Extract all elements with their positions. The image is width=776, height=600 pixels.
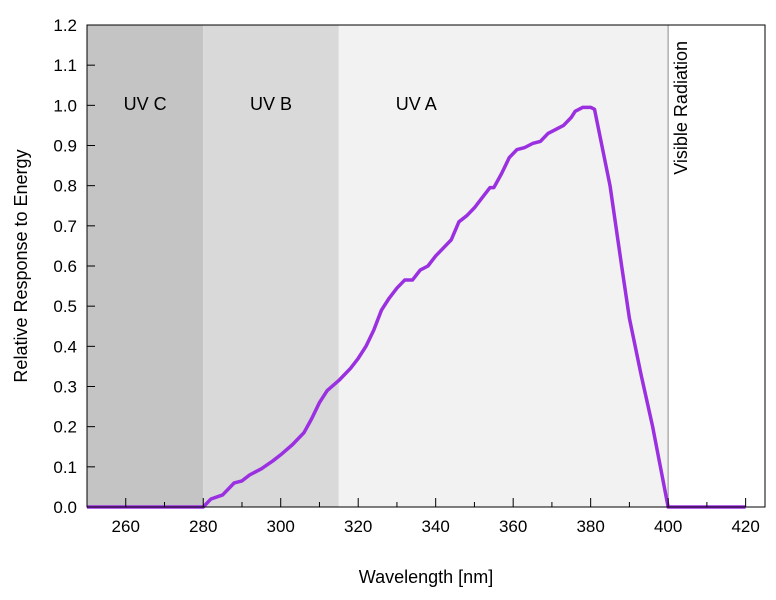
y-tick-label: 0.8: [53, 177, 77, 196]
x-tick-label: 400: [654, 517, 682, 536]
region-uv-c: [87, 25, 204, 507]
y-tick-label: 0.5: [53, 297, 77, 316]
x-tick-label: 380: [576, 517, 604, 536]
x-axis-label: Wavelength [nm]: [359, 567, 493, 587]
y-axis-label: Relative Response to Energy: [11, 149, 31, 382]
x-tick-label: 320: [344, 517, 372, 536]
region-label: UV C: [124, 94, 167, 114]
x-tick-label: 260: [112, 517, 140, 536]
y-tick-label: 0.4: [53, 337, 77, 356]
y-tick-label: 1.2: [53, 16, 77, 35]
x-tick-label: 340: [421, 517, 449, 536]
region-label: Visible Radiation: [671, 41, 691, 175]
y-tick-label: 1.0: [53, 96, 77, 115]
x-tick-label: 420: [731, 517, 759, 536]
region-uv-b: [203, 25, 339, 507]
region-label: UV B: [250, 94, 292, 114]
region-visible-radiation: [668, 25, 765, 507]
x-tick-label: 360: [499, 517, 527, 536]
y-tick-label: 0.3: [53, 378, 77, 397]
y-tick-label: 0.0: [53, 498, 77, 517]
y-tick-label: 0.1: [53, 458, 77, 477]
region-uv-a: [338, 25, 669, 507]
y-tick-label: 0.9: [53, 137, 77, 156]
y-tick-label: 0.2: [53, 418, 77, 437]
series-line: [87, 105, 746, 509]
y-tick-label: 0.7: [53, 217, 77, 236]
region-label: UV A: [396, 94, 437, 114]
x-tick-label: 280: [189, 517, 217, 536]
y-tick-label: 1.1: [53, 56, 77, 75]
y-tick-label: 0.6: [53, 257, 77, 276]
x-tick-label: 300: [267, 517, 295, 536]
